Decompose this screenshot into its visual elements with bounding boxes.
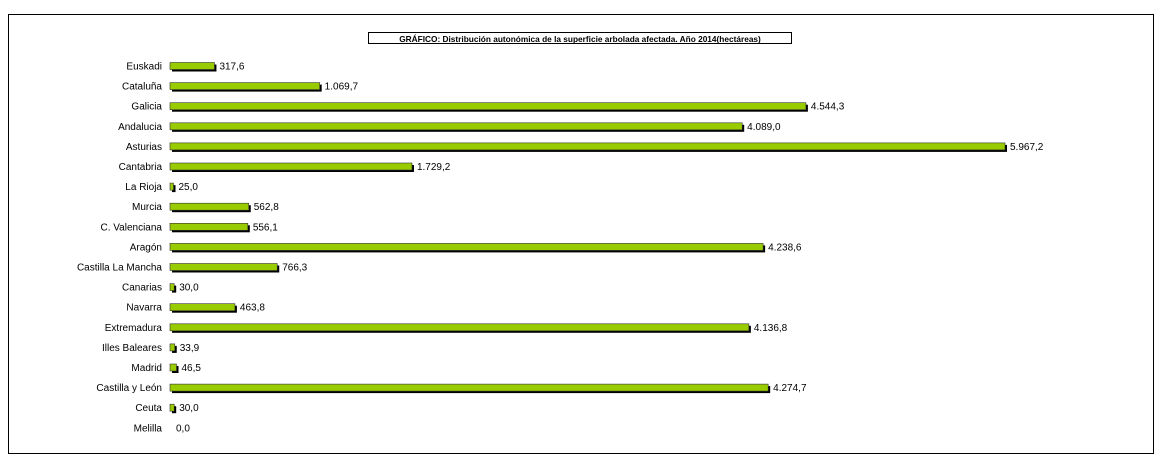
value-label: 4.274,7 [773,383,807,394]
value-label: 562,8 [254,202,279,213]
value-label: 4.238,6 [768,242,802,253]
value-label: 4.544,3 [811,102,845,113]
bar [169,263,278,271]
category-label: Canarias [122,283,162,294]
value-label: 766,3 [282,263,307,274]
bar [169,182,174,191]
value-label: 25,0 [178,182,198,193]
value-label: 46,5 [182,363,202,374]
value-label: 33,9 [180,343,200,354]
bar-4 [169,122,745,132]
bar-2 [169,82,322,92]
category-label: Cantabria [119,162,163,173]
category-label: Castilla La Mancha [77,263,162,274]
category-label: Aragón [130,242,162,253]
bar [169,62,215,70]
category-label: Extremadura [105,323,163,334]
category-label: Galicia [131,102,162,113]
bar [169,343,176,352]
bar [169,303,236,312]
bar-15 [169,343,177,353]
bar [169,383,769,392]
category-label: Euskadi [126,62,162,73]
value-label: 317,6 [219,62,244,73]
bar-11 [169,263,280,273]
bar [169,243,764,251]
category-label: Illes Baleares [102,343,162,354]
bar [169,223,249,231]
bar [169,122,743,131]
bar [169,323,750,332]
bar-14 [169,323,751,333]
bar-17 [169,383,771,394]
bar-7 [169,182,176,193]
category-label: C. Valenciana [100,222,162,233]
value-label: 5.967,2 [1010,142,1044,153]
bar-1 [169,62,217,72]
bar-6 [169,162,414,172]
bar [169,142,1006,151]
category-label: Navarra [126,303,162,314]
bar [169,102,807,110]
value-label: 556,1 [253,222,278,233]
category-label: Murcia [132,202,162,213]
category-label: Asturias [126,142,162,153]
value-label: 1.069,7 [325,82,359,93]
bar-8 [169,202,251,213]
chart-title: GRÁFICO: Distribución autonómica de la s… [368,32,792,44]
value-label: 30,0 [179,283,199,294]
category-label: Castilla y León [96,383,162,394]
bar-18 [169,403,177,414]
value-label: 463,8 [240,303,265,314]
bar-10 [169,243,766,253]
category-label: Ceuta [135,403,162,414]
bar-12 [169,283,177,293]
bar-chart: Euskadi 317,6 Cataluña 1.069,7 Galicia 4.544,… [77,62,1044,435]
category-label: Cataluña [122,82,162,93]
bar-16 [169,363,179,373]
bar [169,162,413,171]
category-label: Melilla [134,423,163,434]
bar-5 [169,142,1007,152]
bar [169,202,250,211]
bar [169,283,175,291]
value-label: 1.729,2 [417,162,451,173]
bar [169,82,320,90]
category-label: Andalucia [118,122,162,133]
value-label: 30,0 [179,403,199,414]
category-label: La Rioja [125,182,162,193]
bar [169,363,177,372]
value-label: 4.136,8 [754,323,788,334]
bar [169,403,175,412]
value-label: 4.089,0 [747,122,781,133]
bar-9 [169,223,250,233]
bar-13 [169,303,237,313]
category-label: Madrid [131,363,162,374]
bar-3 [169,102,808,112]
value-label: 0,0 [176,423,190,434]
